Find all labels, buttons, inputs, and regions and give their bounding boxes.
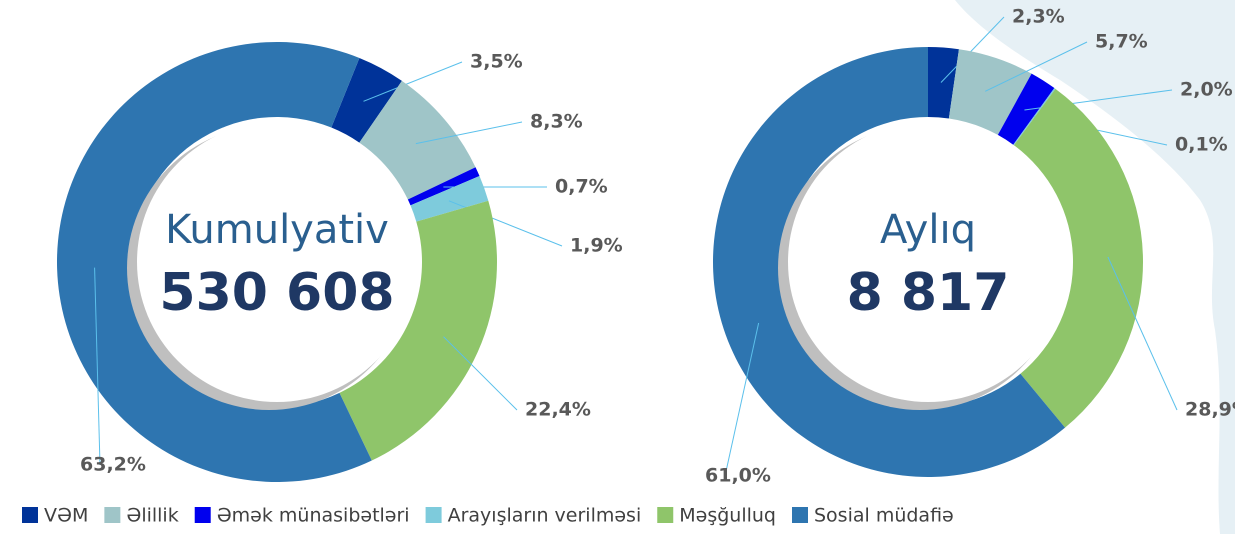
leader-line	[94, 267, 101, 466]
data-label: 0,1%	[1175, 134, 1228, 156]
donut-slice	[712, 47, 1066, 477]
data-label: 5,7%	[1095, 31, 1148, 53]
data-label: 28,9%	[1185, 399, 1235, 421]
legend-swatch	[792, 507, 808, 523]
legend-label: Əlillik	[126, 505, 178, 527]
legend-swatch	[425, 507, 442, 523]
legend-label: Arayışların verilməsi	[448, 505, 642, 527]
donut-slice	[407, 167, 480, 206]
inner-circle	[788, 122, 1068, 402]
donut-slice	[1013, 88, 1143, 428]
legend-label: VƏM	[44, 505, 88, 527]
data-label: 2,0%	[1180, 79, 1233, 101]
data-label: 8,3%	[530, 111, 583, 133]
donut-slice	[339, 200, 497, 461]
data-label: 0,7%	[555, 176, 608, 198]
data-label: 61,0%	[705, 465, 771, 487]
leader-line	[940, 16, 1005, 83]
data-label: 63,2%	[80, 454, 146, 476]
data-label: 3,5%	[470, 51, 523, 73]
center-title: Kumulyativ	[165, 207, 389, 253]
leader-line	[363, 61, 463, 102]
donut-slice	[928, 47, 959, 119]
map-background	[955, 0, 1235, 534]
donut-slice	[997, 73, 1055, 145]
data-label: 2,3%	[1012, 6, 1065, 28]
leader-line	[985, 41, 1088, 92]
donut-slice	[948, 49, 1032, 135]
center-value: 530 608	[159, 263, 394, 323]
leader-line	[415, 121, 523, 145]
donut-slice	[410, 176, 489, 222]
legend-label: Məşğulluq	[679, 505, 776, 527]
leader-line	[1107, 256, 1178, 411]
legend-swatch	[194, 507, 211, 523]
donut-slice	[359, 80, 476, 200]
center-value: 8 817	[847, 263, 1010, 323]
legend-label: Sosial müdafiə	[814, 505, 954, 527]
data-label: 22,4%	[525, 399, 591, 421]
data-label: 1,9%	[570, 235, 623, 257]
center-title: Aylıq	[880, 207, 976, 253]
leader-line	[443, 336, 518, 411]
inner-circle	[137, 122, 417, 402]
leader-line	[724, 322, 760, 477]
legend-swatch	[104, 507, 121, 523]
legend-swatch	[22, 507, 38, 523]
donut-slice	[57, 41, 372, 482]
legend-label: Əmək münasibətləri	[217, 505, 410, 527]
legend-swatch	[657, 507, 674, 523]
